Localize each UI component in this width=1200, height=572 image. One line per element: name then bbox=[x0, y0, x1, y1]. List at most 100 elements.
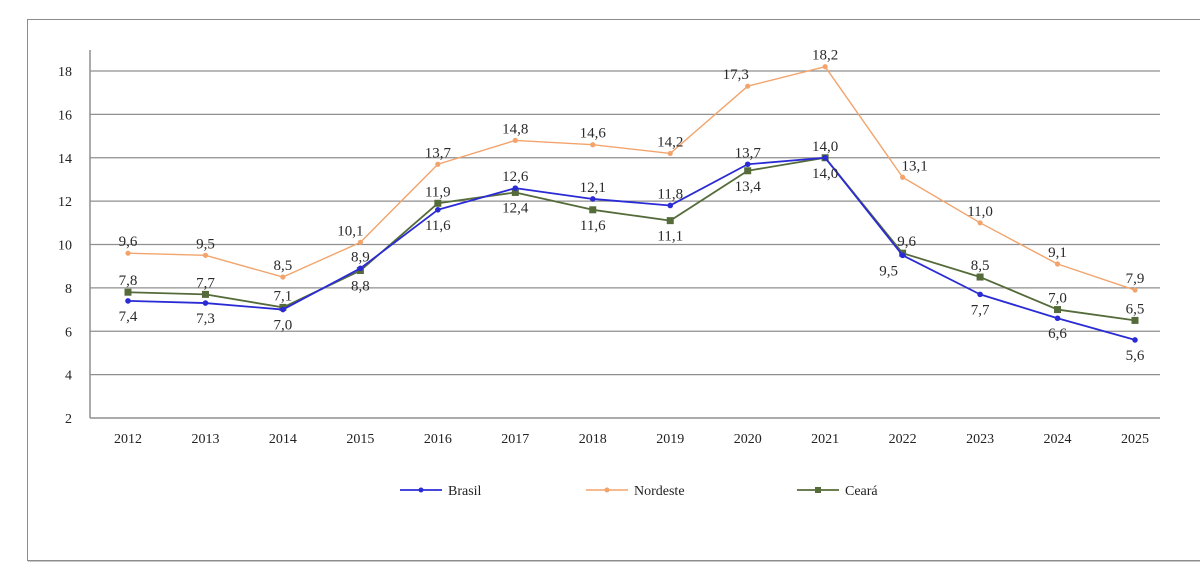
x-tick-label: 2017 bbox=[501, 432, 529, 447]
data-label: 11,0 bbox=[967, 204, 993, 220]
data-label: 12,6 bbox=[502, 169, 529, 185]
data-point bbox=[435, 161, 441, 167]
x-tick-label: 2025 bbox=[1121, 432, 1149, 447]
y-tick-label: 2 bbox=[65, 412, 72, 427]
series-line-nordeste bbox=[127, 65, 1136, 291]
data-point bbox=[666, 217, 674, 225]
y-tick-label: 8 bbox=[65, 282, 72, 297]
series-line-ceará bbox=[127, 156, 1136, 322]
data-point bbox=[202, 300, 209, 306]
legend-marker bbox=[418, 487, 424, 493]
x-tick-label: 2024 bbox=[1044, 432, 1072, 447]
data-point bbox=[1132, 287, 1138, 293]
data-label: 14,0 bbox=[812, 166, 838, 182]
data-label: 7,7 bbox=[196, 275, 215, 291]
legend-marker bbox=[815, 487, 821, 493]
data-point bbox=[900, 174, 906, 180]
data-point bbox=[822, 154, 828, 161]
data-point bbox=[899, 252, 906, 259]
data-point bbox=[125, 250, 131, 256]
data-label: 13,7 bbox=[425, 145, 452, 161]
data-point bbox=[977, 220, 983, 226]
x-tick-label: 2021 bbox=[811, 432, 839, 447]
data-label: 14,2 bbox=[657, 134, 683, 150]
x-tick-label: 2015 bbox=[346, 432, 374, 447]
chart-frame bbox=[27, 19, 1200, 561]
legend-label: Nordeste bbox=[634, 484, 685, 499]
data-label: 7,8 bbox=[119, 273, 138, 289]
data-label: 9,5 bbox=[879, 263, 898, 279]
y-tick-label: 4 bbox=[65, 369, 72, 384]
data-label: 7,0 bbox=[274, 318, 293, 334]
data-point bbox=[124, 288, 132, 296]
legend-marker bbox=[604, 487, 610, 493]
data-point bbox=[745, 83, 751, 89]
x-tick-label: 2013 bbox=[191, 432, 219, 447]
data-point bbox=[512, 185, 519, 191]
data-label: 11,1 bbox=[657, 229, 683, 245]
series-line-brasil bbox=[127, 156, 1136, 341]
legend-label: Brasil bbox=[448, 484, 482, 499]
data-label: 7,4 bbox=[119, 309, 138, 325]
y-tick-label: 6 bbox=[65, 325, 72, 340]
data-label: 7,7 bbox=[971, 302, 990, 318]
data-label: 13,4 bbox=[735, 179, 762, 195]
data-point bbox=[822, 64, 828, 70]
x-tick-label: 2014 bbox=[269, 432, 297, 447]
x-tick-label: 2019 bbox=[656, 432, 684, 447]
data-label: 9,5 bbox=[196, 236, 215, 252]
data-label: 11,9 bbox=[425, 184, 451, 200]
data-label: 8,5 bbox=[971, 258, 990, 274]
data-label: 14,8 bbox=[502, 121, 528, 137]
data-label: 7,3 bbox=[196, 311, 215, 327]
y-tick-label: 12 bbox=[58, 195, 72, 210]
data-label: 14,0 bbox=[812, 139, 838, 155]
x-tick-label: 2022 bbox=[889, 432, 917, 447]
data-label: 13,1 bbox=[901, 158, 927, 174]
data-point bbox=[589, 206, 597, 214]
data-point bbox=[1054, 315, 1061, 322]
data-point bbox=[280, 274, 286, 280]
data-label: 14,6 bbox=[580, 126, 607, 142]
data-label: 11,6 bbox=[425, 218, 451, 234]
data-point bbox=[435, 207, 441, 213]
data-label: 8,8 bbox=[351, 279, 370, 295]
data-label: 6,6 bbox=[1048, 326, 1067, 342]
data-label: 7,1 bbox=[274, 288, 293, 304]
data-point bbox=[744, 161, 751, 168]
data-label: 12,1 bbox=[580, 180, 606, 196]
data-point bbox=[589, 196, 596, 202]
data-point bbox=[667, 202, 674, 209]
data-point bbox=[744, 167, 752, 175]
data-point bbox=[1054, 261, 1061, 267]
data-point bbox=[434, 199, 442, 207]
data-label: 6,5 bbox=[1126, 301, 1145, 317]
data-label: 12,4 bbox=[502, 200, 529, 216]
data-point bbox=[590, 142, 596, 148]
data-point bbox=[1131, 316, 1139, 324]
data-labels: 7,4 7,3 7,0 8,9 11,6 12,6 12,1 11,8 13,7 14,0 9,5 7… bbox=[119, 48, 1145, 364]
legend-label: Ceará bbox=[845, 484, 878, 499]
data-label: 8,5 bbox=[274, 258, 293, 274]
data-label: 7,0 bbox=[1048, 291, 1067, 307]
data-point bbox=[125, 298, 131, 304]
x-axis-ticks: 2012 2013 2014 2015 2016 2017 2018 2019 2020 2021… bbox=[114, 432, 1149, 447]
gridlines bbox=[90, 70, 1160, 376]
data-point bbox=[201, 290, 209, 298]
data-point bbox=[511, 188, 519, 196]
axes bbox=[89, 50, 1160, 419]
data-point bbox=[357, 239, 363, 245]
data-point bbox=[1054, 306, 1062, 314]
y-tick-label: 16 bbox=[58, 108, 72, 123]
y-tick-label: 10 bbox=[58, 239, 72, 254]
data-point bbox=[1132, 337, 1138, 343]
data-point bbox=[357, 265, 364, 272]
x-tick-label: 2018 bbox=[579, 432, 607, 447]
data-label: 9,6 bbox=[119, 234, 138, 250]
data-label: 11,8 bbox=[657, 186, 683, 202]
data-label: 11,6 bbox=[580, 218, 606, 234]
data-label: 18,2 bbox=[812, 48, 838, 64]
data-label: 10,1 bbox=[337, 223, 363, 239]
y-tick-label: 18 bbox=[58, 65, 72, 80]
